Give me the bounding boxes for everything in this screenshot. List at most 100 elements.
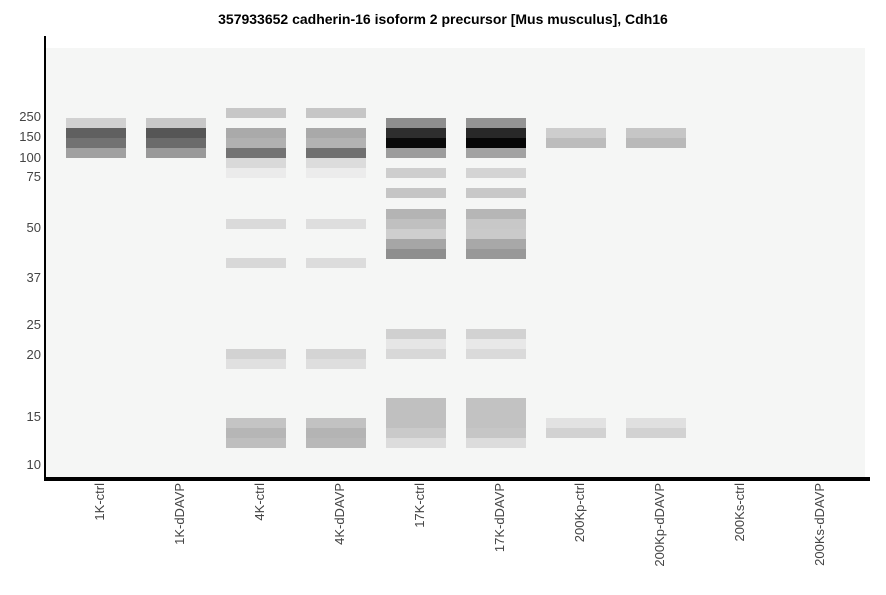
gel-band	[226, 359, 286, 369]
gel-band	[306, 128, 366, 138]
gel-band	[146, 148, 206, 158]
gel-band	[546, 428, 606, 438]
gel-band	[386, 438, 446, 448]
plot-area	[46, 48, 865, 477]
gel-band	[226, 108, 286, 118]
gel-band	[626, 428, 686, 438]
gel-band	[466, 418, 526, 428]
gel-band	[386, 349, 446, 359]
gel-band	[226, 128, 286, 138]
y-tick-label: 15	[26, 409, 41, 424]
gel-band	[306, 219, 366, 229]
gel-band	[226, 168, 286, 178]
gel-band	[146, 128, 206, 138]
gel-band	[306, 438, 366, 448]
gel-band	[466, 329, 526, 339]
gel-band	[466, 249, 526, 259]
y-tick-label: 50	[26, 220, 41, 235]
gel-band	[386, 249, 446, 259]
gel-band	[306, 168, 366, 178]
gel-band	[466, 118, 526, 128]
lane-label: 1K-dDAVP	[172, 483, 187, 545]
gel-band	[466, 128, 526, 138]
gel-band	[466, 138, 526, 148]
gel-band	[466, 209, 526, 219]
chart-title: 357933652 cadherin-16 isoform 2 precurso…	[218, 11, 668, 27]
gel-band	[386, 428, 446, 438]
gel-band	[626, 138, 686, 148]
lane-label: 1K-ctrl	[92, 483, 107, 521]
gel-band	[146, 138, 206, 148]
y-tick-label: 150	[19, 129, 41, 144]
gel-band	[626, 128, 686, 138]
gel-band	[386, 188, 446, 198]
y-tick-label: 250	[19, 109, 41, 124]
gel-band	[306, 359, 366, 369]
gel-band	[306, 258, 366, 268]
lane-label: 4K-dDAVP	[332, 483, 347, 545]
gel-band	[66, 148, 126, 158]
gel-band	[146, 118, 206, 128]
gel-band	[226, 418, 286, 428]
gel-band	[386, 138, 446, 148]
gel-band	[66, 118, 126, 128]
gel-band	[386, 118, 446, 128]
gel-band	[306, 349, 366, 359]
lane-label: 4K-ctrl	[252, 483, 267, 521]
lane-label: 17K-ctrl	[412, 483, 427, 528]
gel-band	[386, 128, 446, 138]
gel-band	[466, 188, 526, 198]
gel-band	[466, 408, 526, 418]
lane-label: 200Kp-ctrl	[572, 483, 587, 543]
gel-band	[466, 168, 526, 178]
gel-band	[386, 209, 446, 219]
gel-band	[466, 349, 526, 359]
x-axis-line	[44, 477, 870, 481]
gel-band	[466, 438, 526, 448]
gel-band	[386, 168, 446, 178]
y-tick-label: 20	[26, 347, 41, 362]
y-tick-label: 10	[26, 457, 41, 472]
gel-band	[466, 229, 526, 239]
gel-band	[66, 128, 126, 138]
gel-band	[466, 428, 526, 438]
gel-band	[226, 349, 286, 359]
gel-band	[546, 138, 606, 148]
gel-band	[386, 339, 446, 349]
y-axis-line	[44, 36, 46, 481]
gel-band	[386, 329, 446, 339]
gel-band	[306, 418, 366, 428]
gel-band	[466, 398, 526, 408]
gel-band	[386, 219, 446, 229]
gel-band	[226, 219, 286, 229]
gel-band	[466, 148, 526, 158]
gel-band	[226, 428, 286, 438]
gel-band	[226, 148, 286, 158]
gel-band	[466, 339, 526, 349]
gel-band	[226, 438, 286, 448]
gel-band	[306, 428, 366, 438]
y-tick-label: 100	[19, 150, 41, 165]
gel-band	[386, 408, 446, 418]
gel-band	[546, 418, 606, 428]
gel-band	[386, 239, 446, 249]
gel-band	[306, 138, 366, 148]
gel-band	[66, 138, 126, 148]
y-tick-label: 25	[26, 317, 41, 332]
lane-label: 17K-dDAVP	[492, 483, 507, 553]
gel-band	[466, 219, 526, 229]
gel-band	[626, 418, 686, 428]
lane-label: 200Ks-ctrl	[732, 483, 747, 542]
gel-band	[466, 239, 526, 249]
gel-band	[226, 158, 286, 168]
lane-label: 200Ks-dDAVP	[812, 483, 827, 566]
gel-band	[306, 148, 366, 158]
gel-band	[386, 418, 446, 428]
y-tick-label: 75	[26, 169, 41, 184]
lane-label: 200Kp-dDAVP	[652, 483, 667, 567]
gel-band	[546, 128, 606, 138]
gel-band	[386, 148, 446, 158]
gel-band	[226, 258, 286, 268]
gel-band	[306, 108, 366, 118]
